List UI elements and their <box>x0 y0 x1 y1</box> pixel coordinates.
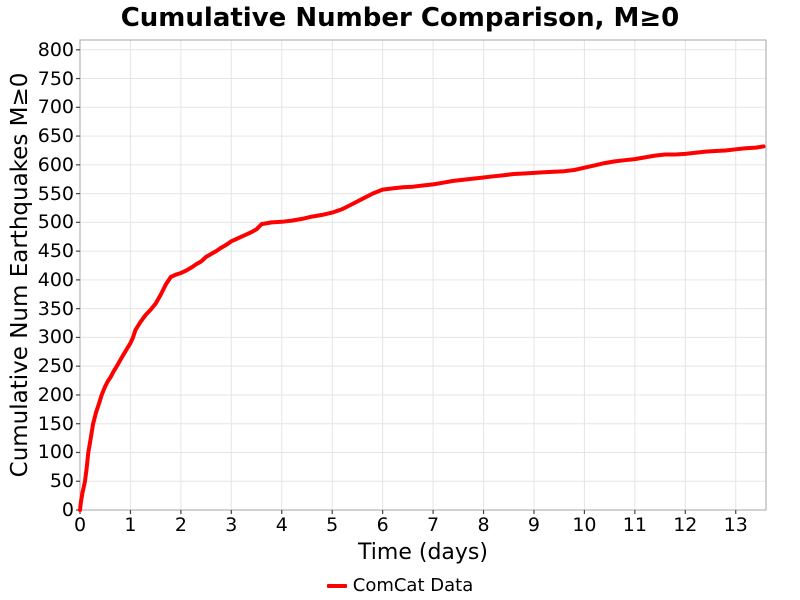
chart-title: Cumulative Number Comparison, M≥0 <box>120 3 680 33</box>
x-tick-label: 4 <box>275 514 288 536</box>
x-tick-label: 9 <box>527 514 541 536</box>
y-tick-label: 100 <box>37 441 74 464</box>
y-tick-label: 500 <box>37 211 74 234</box>
y-tick-label: 0 <box>61 499 74 521</box>
x-axis-title: Time (days) <box>358 540 488 565</box>
y-tick-label: 600 <box>37 153 74 176</box>
data-line-comcat-data <box>78 144 766 512</box>
y-tick-label: 800 <box>37 38 74 61</box>
y-tick-label: 300 <box>37 326 74 349</box>
x-tick-label: 1 <box>124 514 137 536</box>
x-tick-label: 6 <box>376 514 389 536</box>
legend-label: ComCat Data <box>352 575 474 596</box>
x-tick-label: 10 <box>572 514 597 536</box>
y-tick-label: 400 <box>37 268 74 291</box>
y-tick-label: 650 <box>37 125 74 148</box>
x-tick-label: 0 <box>73 514 87 536</box>
x-tick-label: 2 <box>174 514 187 536</box>
y-tick-label: 150 <box>37 412 74 435</box>
x-tick-label: 8 <box>477 514 490 536</box>
y-tick-label: 550 <box>37 182 74 205</box>
x-tick-label: 11 <box>622 514 647 536</box>
y-tick-label: 450 <box>37 240 74 263</box>
x-tick-label: 13 <box>723 514 748 536</box>
plot-border <box>79 39 767 511</box>
x-tick-label: 3 <box>225 514 238 536</box>
y-tick-label: 50 <box>49 470 74 493</box>
y-tick-label: 200 <box>37 383 74 406</box>
legend: ComCat Data <box>0 575 800 596</box>
y-tick-label: 700 <box>37 96 74 119</box>
x-tick-label: 7 <box>427 514 440 536</box>
legend-line-swatch <box>326 583 347 588</box>
y-tick-label: 250 <box>37 355 74 378</box>
x-tick-label: 5 <box>326 514 339 536</box>
y-tick-label: 750 <box>37 67 74 90</box>
y-tick-label: 350 <box>37 297 74 320</box>
x-tick-label: 12 <box>673 514 698 536</box>
